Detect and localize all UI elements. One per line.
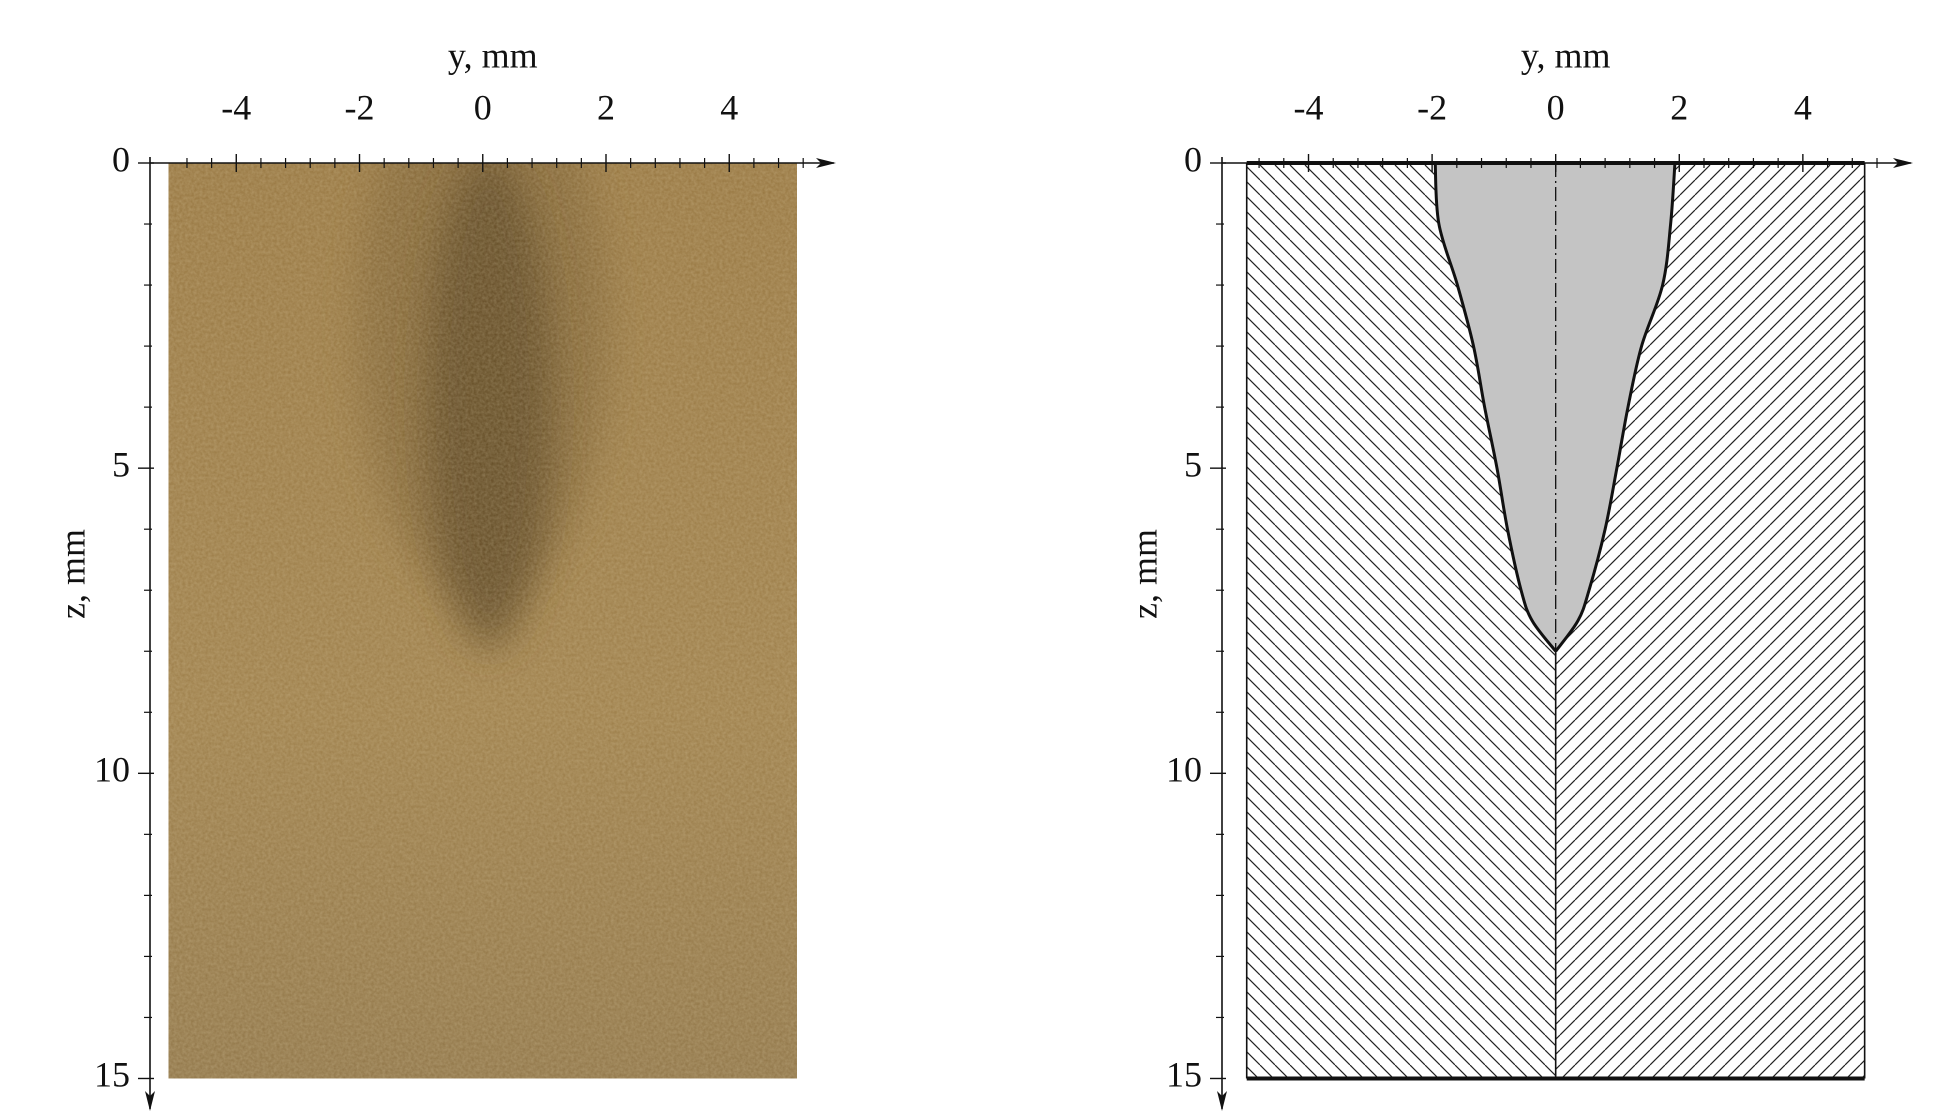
x-tick-label: -4 [221,87,251,127]
page: {"chart_data": [ {"type": "image", "xlab… [0,0,1936,1114]
y-tick-label: 15 [94,1055,130,1095]
figure: -4 -2 0 2 4 0 5 10 15 y, mm z, mm -4 -2 0 2 4 0 5 10 15 y, m… [0,0,1936,1114]
y-axis-label: z, mm [1124,529,1164,619]
y-axis-label: z, mm [52,529,92,619]
y-tick-label: 10 [1166,750,1202,790]
x-tick-label: 4 [720,87,738,127]
x-tick-label: -2 [1417,87,1447,127]
y-tick-label: 0 [112,139,130,179]
y-tick-label: 0 [1184,139,1202,179]
x-axis-label: y, mm [448,35,538,75]
x-tick-label: 4 [1794,87,1812,127]
x-tick-label: 0 [474,87,492,127]
y-tick-label: 5 [1184,444,1202,484]
y-tick-label: 10 [94,750,130,790]
x-tick-label: 2 [1670,87,1688,127]
y-tick-label: 15 [1166,1055,1202,1095]
x-tick-label: 2 [597,87,615,127]
y-tick-label: 5 [112,444,130,484]
x-tick-label: -4 [1294,87,1324,127]
x-tick-label: -2 [345,87,375,127]
x-tick-label: 0 [1547,87,1565,127]
x-axis-label: y, mm [1521,35,1611,75]
photo [168,53,797,1078]
grain [168,163,797,1078]
